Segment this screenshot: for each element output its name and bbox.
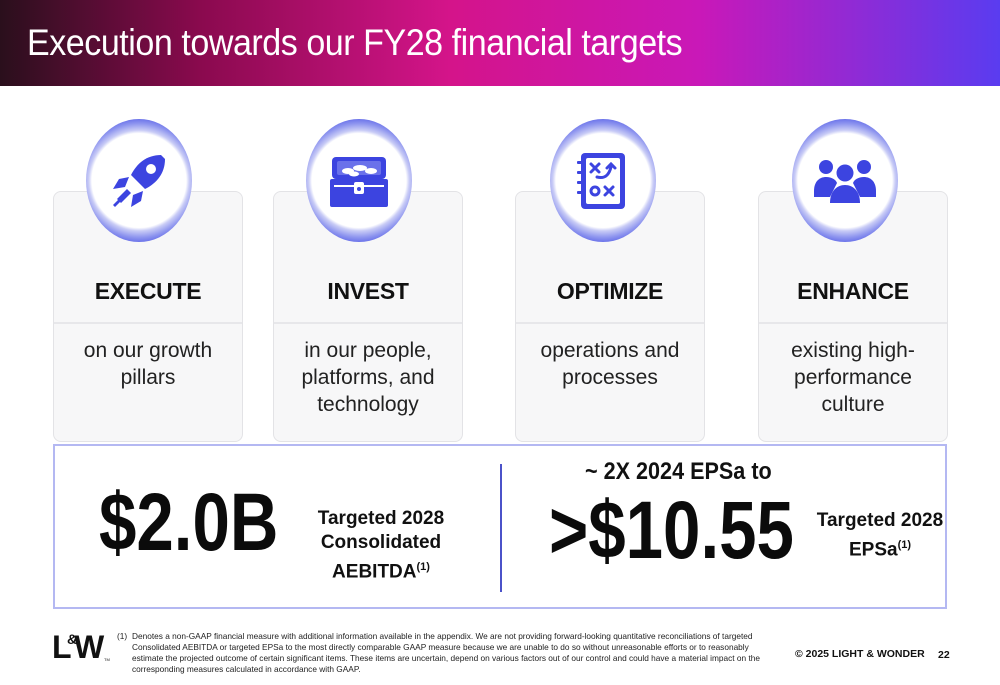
copyright: © 2025 LIGHT & WONDER <box>795 648 925 660</box>
footnote-ref: (1) <box>416 561 430 573</box>
pillar-title: OPTIMIZE <box>556 278 664 304</box>
pillar-card-invest: INVEST in our people, platforms, and tec… <box>273 191 463 442</box>
pillar-title: EXECUTE <box>94 278 202 304</box>
page-number: 22 <box>938 649 950 661</box>
treasure-chest-icon <box>330 156 388 207</box>
strategy-board-icon-badge <box>550 119 656 242</box>
pillar-description: in our people, platforms, and technology <box>301 339 435 416</box>
rocket-icon <box>113 154 165 207</box>
svg-text:L: L <box>52 629 71 662</box>
eps-prefix: ~ 2X 2024 EPSa to <box>585 458 772 485</box>
strategy-board-icon <box>577 152 625 209</box>
title-banner: Execution towards our FY28 financial tar… <box>0 0 1000 86</box>
people-group-icon <box>814 159 876 203</box>
card-divider <box>54 322 242 324</box>
pillar-description: operations and processes <box>540 339 680 389</box>
aebitda-label-line3: AEBITDA <box>332 561 417 583</box>
card-divider <box>274 322 462 324</box>
aebitda-label-line2: Consolidated <box>320 532 442 553</box>
treasure-chest-icon-badge <box>306 119 412 242</box>
svg-text:TM: TM <box>104 657 110 662</box>
card-divider <box>759 322 947 324</box>
eps-target-label: Targeted 2028 EPSa(1) <box>815 509 945 562</box>
people-group-icon-badge <box>792 119 898 242</box>
aebitda-target-value: $2.0B <box>99 477 279 568</box>
footnote-text: Denotes a non-GAAP financial measure wit… <box>132 631 760 674</box>
svg-text:W: W <box>74 629 105 662</box>
pillar-title: ENHANCE <box>797 278 909 304</box>
eps-label-line1: Targeted 2028 <box>816 510 944 531</box>
pillar-description: existing high-performance culture <box>791 339 915 416</box>
aebitda-label-line1: Targeted 2028 <box>317 508 445 529</box>
footnote-number: (1) <box>117 631 128 641</box>
card-divider <box>516 322 704 324</box>
eps-label-line2: EPSa <box>848 539 898 561</box>
financial-targets-panel: $2.0B Targeted 2028 Consolidated AEBITDA… <box>53 444 947 609</box>
svg-text:&: & <box>67 631 77 647</box>
footnote: (1) Denotes a non-GAAP financial measure… <box>117 631 777 675</box>
light-and-wonder-logo: L & W TM <box>52 629 110 662</box>
aebitda-target-label: Targeted 2028 Consolidated AEBITDA(1) <box>311 507 451 584</box>
page-title: Execution towards our FY28 financial tar… <box>27 22 683 63</box>
eps-target-value: >$10.55 <box>549 485 794 576</box>
panel-divider <box>500 464 502 592</box>
pillar-title: INVEST <box>327 278 409 304</box>
rocket-icon-badge <box>86 119 192 242</box>
footnote-ref: (1) <box>897 539 912 551</box>
pillar-description: on our growth pillars <box>83 339 213 389</box>
